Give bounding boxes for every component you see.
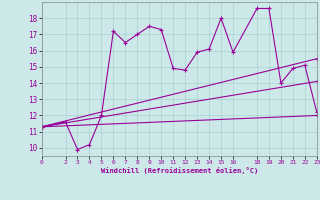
- X-axis label: Windchill (Refroidissement éolien,°C): Windchill (Refroidissement éolien,°C): [100, 167, 258, 174]
